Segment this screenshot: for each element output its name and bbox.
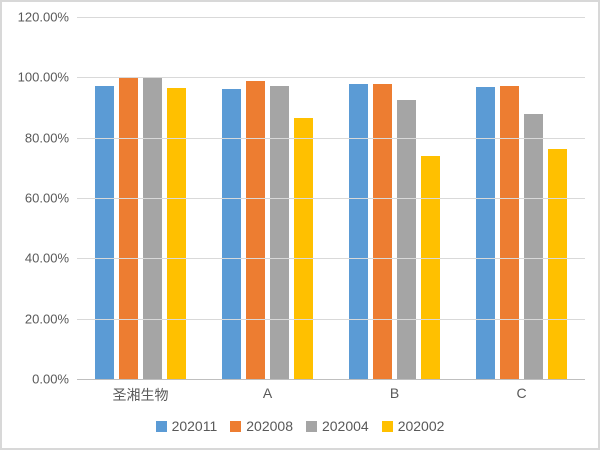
legend-label: 202008 [246,418,293,434]
legend-item-202002: 202002 [381,418,445,434]
legend-label: 202004 [321,418,369,434]
legend-swatch-icon [230,420,242,432]
y-tick-label: 40.00% [24,250,69,266]
gridline [77,137,585,139]
bar-202002 [548,148,567,379]
x-axis: 圣湘生物 A B C [77,385,585,405]
y-axis: 0.00% 20.00% 40.00% 60.00% 80.00% 100.00% 120.… [2,2,69,448]
x-category-label: 圣湘生物 [112,387,169,403]
legend-swatch-icon [381,420,393,432]
bar-groups-row [77,17,585,379]
legend-label: 202002 [397,418,445,434]
x-category-label: A [262,385,273,401]
gridline [77,77,585,79]
bar-group [331,17,458,379]
y-tick-label: 120.00% [17,9,69,25]
bar-202002 [421,156,440,379]
legend-swatch-icon [305,420,317,432]
bar-202002 [294,118,313,379]
y-tick-label: 0.00% [32,371,69,387]
y-tick-label: 80.00% [24,130,69,146]
bar-202008 [119,77,138,379]
bar-202008 [373,83,392,379]
bar-202008 [500,86,519,379]
bar-202011 [222,88,241,379]
y-tick-label: 60.00% [24,190,69,206]
bar-202004 [143,77,162,379]
gridline [77,318,585,320]
gridline [77,198,585,199]
plot-area [77,17,585,380]
legend-item-202011: 202011 [155,418,218,434]
legend-item-202004: 202004 [305,418,369,434]
bar-202004 [524,113,543,379]
bar-group [77,17,204,379]
x-category-label: B [389,385,400,401]
legend: 202011 202008 202004 202002 [2,418,598,434]
bar-202011 [95,86,114,379]
x-axis-line [77,379,585,380]
x-category-label: C [516,385,527,401]
y-tick-label: 20.00% [24,311,69,327]
bar-group [458,17,585,379]
legend-label: 202011 [171,418,218,434]
gridline [77,258,585,260]
bar-202008 [246,80,265,379]
legend-swatch-icon [155,420,167,432]
bar-202011 [476,87,495,379]
legend-item-202008: 202008 [230,418,293,434]
y-tick-label: 100.00% [17,69,69,85]
bar-202004 [270,86,289,379]
bar-group [204,17,331,379]
bar-202002 [167,87,186,379]
gridline [77,17,585,18]
bar-202011 [349,83,368,379]
bar-202004 [397,99,416,379]
